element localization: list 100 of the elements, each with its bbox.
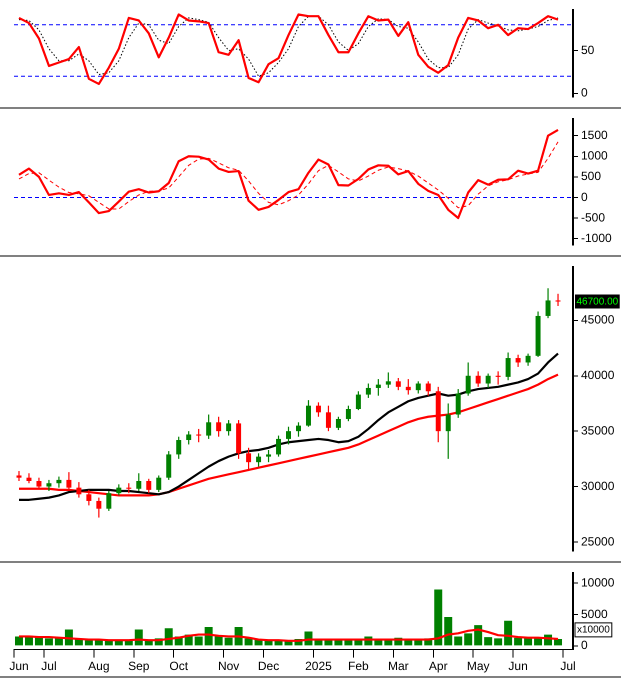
text: 46700.00 bbox=[576, 296, 619, 308]
candlestick bbox=[306, 400, 311, 428]
candlestick bbox=[316, 402, 321, 418]
bar bbox=[44, 638, 53, 646]
x-tick-label: Sep bbox=[128, 659, 150, 674]
x-tick-label: Jul bbox=[41, 659, 57, 674]
candlestick bbox=[466, 362, 471, 396]
bar bbox=[324, 640, 332, 646]
bar bbox=[224, 638, 233, 646]
candlestick bbox=[286, 426, 292, 446]
candlestick bbox=[336, 416, 341, 431]
y-tick-label: 5000 bbox=[581, 606, 608, 621]
bar bbox=[344, 640, 352, 646]
y-tick-label: 35000 bbox=[581, 423, 615, 438]
y-tick-label: 1000 bbox=[581, 148, 608, 163]
candlestick bbox=[446, 402, 451, 460]
x-tick-label: Jun bbox=[508, 659, 528, 674]
candlestick bbox=[176, 436, 182, 460]
candlestick bbox=[526, 353, 531, 366]
candlestick bbox=[366, 382, 371, 399]
candlestick bbox=[126, 482, 132, 494]
candlestick bbox=[546, 288, 551, 319]
candlestick bbox=[116, 484, 122, 496]
y-tick-label: 1500 bbox=[581, 128, 608, 142]
candlestick bbox=[46, 479, 52, 492]
y-tick-label: -1000 bbox=[581, 230, 612, 245]
bar bbox=[374, 640, 382, 646]
candlestick bbox=[96, 497, 102, 518]
candlestick bbox=[206, 414, 212, 440]
candlestick bbox=[386, 372, 391, 389]
bar bbox=[84, 640, 93, 646]
candlestick bbox=[266, 449, 272, 463]
y-tick-label: 10000 bbox=[581, 576, 615, 590]
bar bbox=[554, 638, 562, 646]
candlestick bbox=[396, 377, 401, 391]
y-tick-label: 25000 bbox=[581, 534, 615, 548]
bar bbox=[244, 638, 253, 646]
candlestick bbox=[166, 450, 172, 480]
bar bbox=[104, 640, 113, 646]
bar bbox=[454, 636, 462, 646]
candlestick bbox=[196, 428, 202, 443]
candlestick bbox=[296, 422, 301, 438]
candlestick bbox=[136, 472, 142, 492]
bar bbox=[194, 636, 203, 646]
candlestick bbox=[36, 477, 42, 490]
y-tick-label: 0 bbox=[581, 638, 588, 652]
x-tick-label: Aug bbox=[88, 659, 110, 674]
x-tick-label: Mar bbox=[388, 659, 409, 674]
candlestick bbox=[216, 416, 222, 438]
candlestick bbox=[186, 430, 192, 446]
candlestick bbox=[106, 490, 112, 512]
candlestick bbox=[256, 452, 262, 468]
candlestick bbox=[146, 478, 152, 494]
x-tick-label: May bbox=[466, 659, 490, 674]
candlestick bbox=[506, 352, 511, 381]
candlestick bbox=[406, 378, 411, 396]
candlestick bbox=[426, 380, 431, 396]
bar bbox=[444, 617, 452, 646]
bar bbox=[214, 636, 223, 646]
x-tick-label: Jun bbox=[9, 659, 29, 674]
x-tick-label: Oct bbox=[169, 659, 189, 674]
bar bbox=[494, 638, 502, 646]
x-tick-label: Jul bbox=[560, 659, 576, 674]
candlestick bbox=[556, 293, 561, 307]
bar bbox=[15, 636, 23, 646]
candlestick bbox=[156, 474, 162, 493]
candlestick bbox=[516, 354, 521, 368]
candlestick bbox=[456, 388, 461, 418]
y-tick-label: -500 bbox=[581, 210, 606, 224]
candlestick bbox=[226, 419, 232, 436]
y-tick-label: 50 bbox=[581, 42, 595, 57]
candlestick bbox=[326, 405, 331, 432]
x-tick-label: 2025 bbox=[305, 659, 332, 674]
candlestick bbox=[246, 447, 252, 472]
bar bbox=[504, 620, 512, 646]
candlestick bbox=[66, 472, 72, 490]
y-tick-label: 30000 bbox=[581, 478, 615, 493]
bar bbox=[514, 638, 522, 646]
candlestick bbox=[16, 470, 22, 482]
candlestick bbox=[356, 390, 361, 411]
candlestick bbox=[56, 476, 62, 488]
candlestick bbox=[346, 405, 351, 422]
y-tick-label: 0 bbox=[581, 86, 588, 100]
candlestick bbox=[496, 370, 501, 386]
bar bbox=[464, 633, 472, 646]
y-tick-label: 40000 bbox=[581, 368, 615, 382]
y-tick-label: 45000 bbox=[581, 312, 615, 327]
x-tick-label: Feb bbox=[348, 659, 370, 674]
candlestick bbox=[276, 434, 282, 458]
x-tick-label: Apr bbox=[428, 659, 448, 674]
text: x10000 bbox=[577, 624, 610, 636]
candlestick bbox=[26, 472, 32, 484]
bar bbox=[524, 638, 532, 646]
candlestick bbox=[416, 380, 421, 394]
line-series bbox=[18, 16, 559, 77]
candlestick bbox=[476, 370, 481, 388]
bar bbox=[484, 637, 492, 646]
candlestick bbox=[486, 372, 491, 389]
y-tick-label: 500 bbox=[581, 169, 602, 184]
candlestick bbox=[376, 378, 381, 396]
